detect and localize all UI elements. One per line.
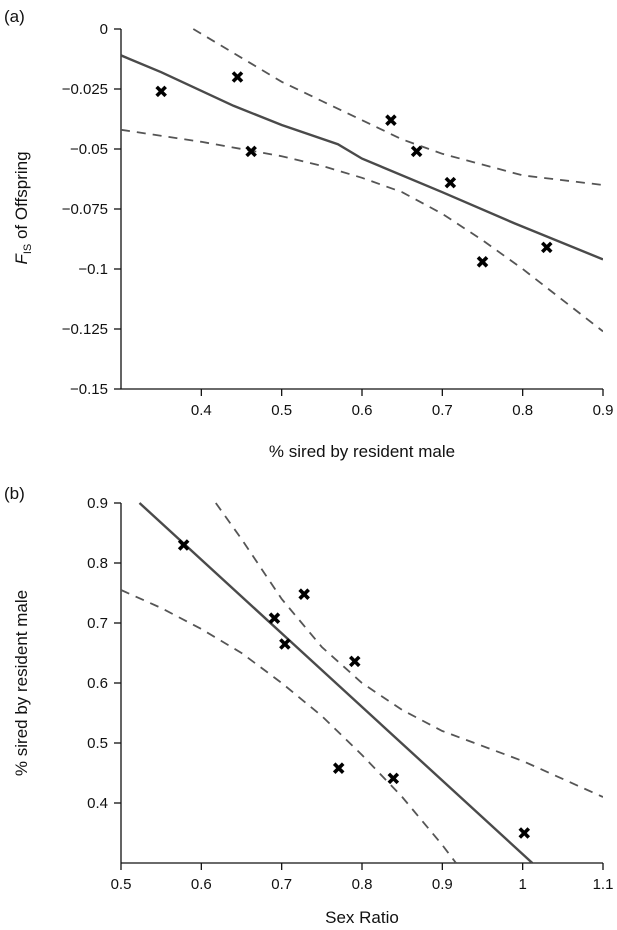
panel-b-x-axis-label: Sex Ratio: [325, 908, 399, 927]
panel-a-y-tick-label: 0: [100, 21, 108, 38]
panel-b-y-tick-label: 0.8: [87, 555, 108, 572]
panel-b-plot-area: 0.5 0.6 0.7 0.8 0.9 1 1.1 0.4 0.5 0.6 0.7 0.8 0.9: [87, 495, 613, 893]
panel-a-y-axis-label: FIS of Offspring: [12, 151, 34, 264]
panel-a-data-point: [410, 145, 423, 158]
panel-b-lower-confidence-band: [121, 589, 457, 863]
panel-a-regression-line: [121, 54, 603, 261]
panel-a-data-point: [155, 85, 167, 98]
panel-a-y-axis-label-f: F: [12, 253, 31, 265]
panel-b-data-point: [518, 827, 531, 839]
panel-a-data-point: [245, 145, 257, 158]
panel-a-y-tick-label: −0.05: [70, 141, 108, 158]
panel-a-y-tick-label: −0.15: [70, 381, 108, 398]
panel-a-x-axis-label: % sired by resident male: [269, 442, 455, 461]
panel-a-x-tick-label: 0.4: [191, 402, 212, 419]
panel-b-label: (b): [4, 484, 25, 503]
panel-a-y-tick-label: −0.025: [62, 81, 108, 98]
panel-b-data-point: [332, 762, 345, 774]
panel-a-y-axis-label-subscript: IS: [22, 244, 34, 254]
panel-a-label: (a): [4, 7, 25, 26]
panel-a-x-tick-label: 0.5: [271, 402, 292, 419]
panel-a-data-point: [476, 256, 489, 268]
panel-b: (b) 0.5 0.6 0.7 0.8 0.9 1 1.10.40.50.60.70.80.…: [4, 484, 613, 927]
panel-b-data-point: [348, 655, 361, 668]
panel-a-x-tick-label: 0.7: [432, 402, 453, 419]
panel-b-x-tick-label: 1.1: [593, 876, 614, 893]
panel-a-data-point: [231, 71, 244, 83]
panel-a-data-point: [540, 241, 553, 254]
panel-b-data-point: [298, 588, 310, 600]
panel-a-y-tick-label: −0.075: [62, 201, 108, 218]
panel-a-y-tick-label: −0.1: [78, 261, 108, 278]
panel-a-data-point: [385, 114, 397, 126]
panel-b-upper-confidence-band: [215, 502, 603, 798]
panel-a: (a) 0.4 0.5 0.6 0.7 0.8 0.9 0 −0.025 −0.05 −0.075…: [4, 7, 613, 461]
panel-b-x-tick-label: 1: [518, 876, 526, 893]
panel-a-plot-area: 0.4 0.5 0.6 0.7 0.8 0.9 0 −0.025 −0.05 −0.075 −0.1…: [62, 21, 614, 419]
panel-b-y-axis-label: % sired by resident male: [12, 590, 31, 776]
panel-b-y-tick-label: 0.7: [87, 615, 108, 632]
panel-b-y-tick-label: 0.4: [87, 795, 108, 812]
panel-b-x-tick-label: 0.5: [111, 876, 132, 893]
panel-a-x-tick-label: 0.9: [593, 402, 614, 419]
panel-b-x-tick-label: 0.9: [432, 876, 453, 893]
panel-b-y-tick-label: 0.9: [87, 495, 108, 512]
panel-b-data-point: [268, 612, 281, 624]
panel-a-upper-confidence-band: [192, 28, 603, 186]
panel-b-regression-line: [138, 502, 534, 863]
panel-b-data-point: [177, 539, 190, 551]
panel-a-y-axis-label-rest: of Offspring: [12, 151, 31, 243]
panel-b-y-tick-label: 0.6: [87, 675, 108, 692]
panel-a-y-tick-label: −0.125: [62, 321, 108, 338]
panel-a-lower-confidence-band: [121, 128, 603, 333]
panel-b-data-point: [279, 638, 291, 650]
panel-b-x-tick-label: 0.7: [271, 876, 292, 893]
panel-a-x-tick-label: 0.6: [352, 402, 373, 419]
panel-b-x-tick-label: 0.8: [352, 876, 373, 893]
panel-b-x-tick-label: 0.6: [191, 876, 212, 893]
panel-a-data-point: [444, 176, 457, 189]
panel-b-data-point: [387, 772, 400, 785]
panel-b-y-tick-label: 0.5: [87, 735, 108, 752]
panel-a-x-tick-label: 0.8: [512, 402, 533, 419]
